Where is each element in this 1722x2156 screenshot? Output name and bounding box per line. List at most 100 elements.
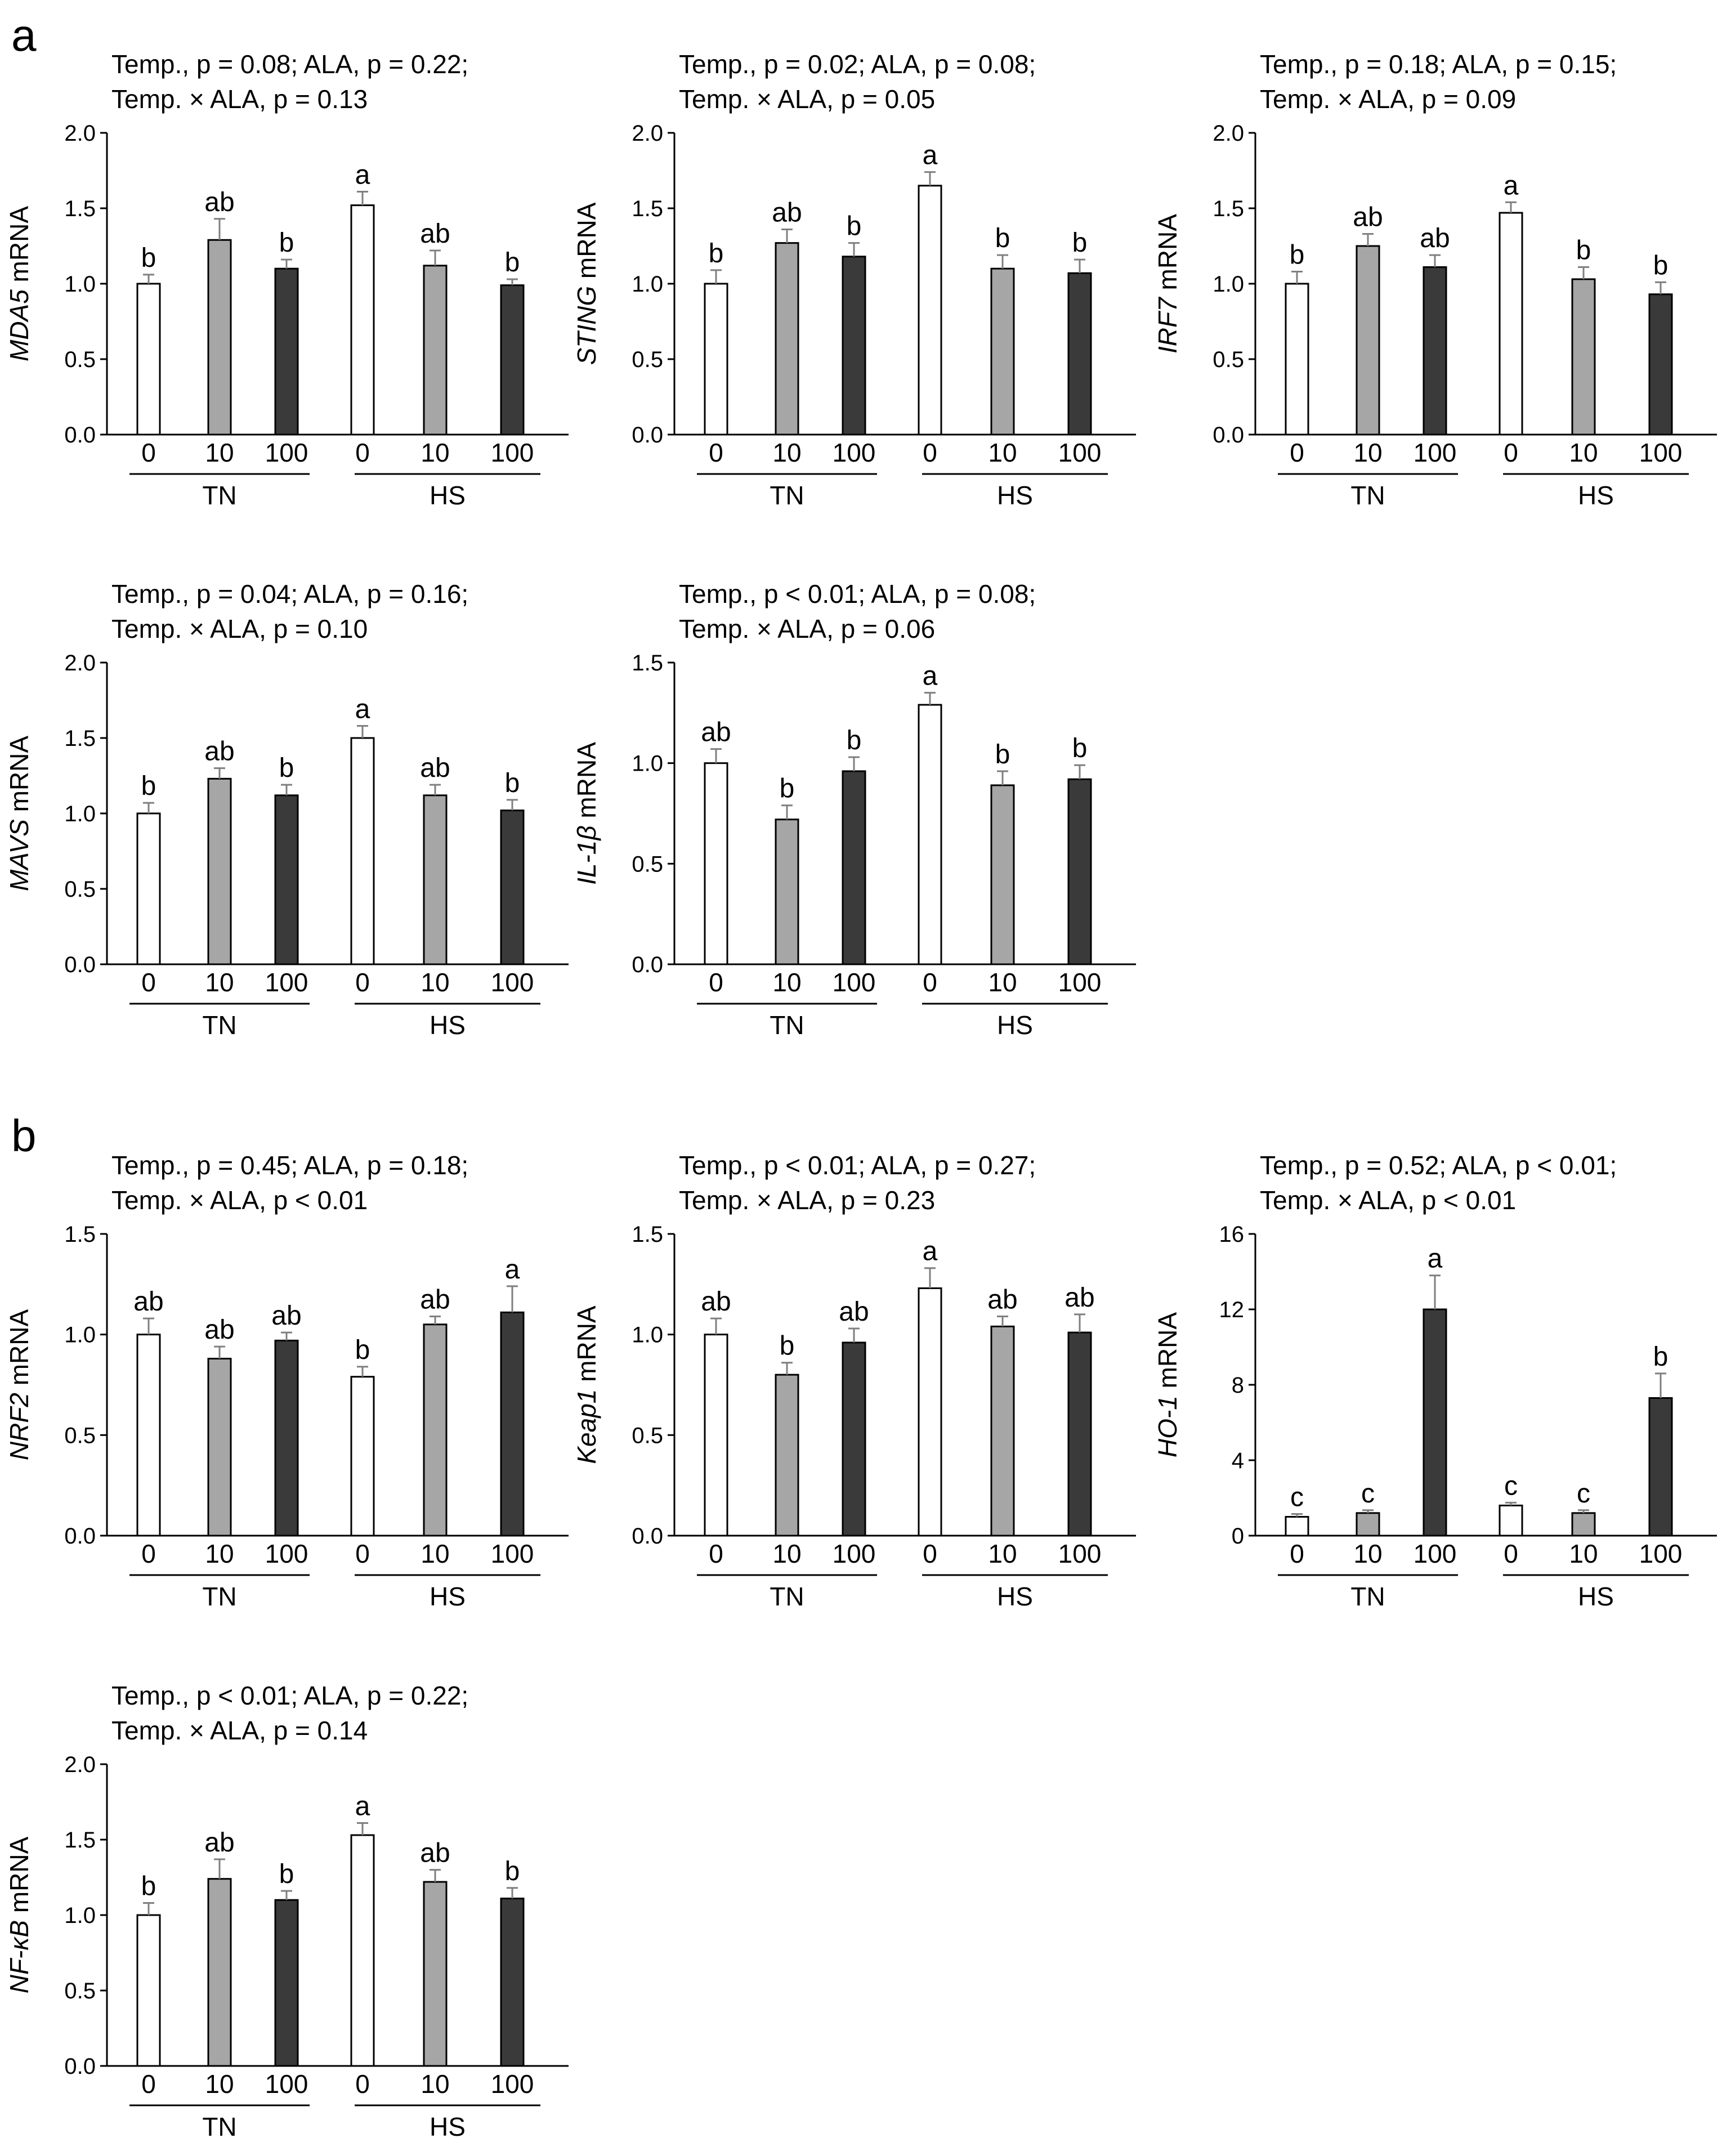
significance-letter: ab (133, 1287, 163, 1317)
y-tick-label: 0.0 (632, 1524, 663, 1549)
x-tick-label: 10 (421, 438, 449, 467)
bar (136, 1334, 161, 1537)
x-tick-label: 10 (1569, 438, 1598, 467)
stat-line-1: Temp., p = 0.02; ALA, p = 0.08; (679, 50, 1036, 79)
y-axis-label-gene: STING (572, 286, 601, 365)
significance-letter: b (1653, 251, 1669, 280)
chart-nrf2: Temp., p = 0.45; ALA, p = 0.18; Temp. × A… (5, 1151, 569, 1611)
bar (207, 1878, 232, 2067)
y-tick-label: 2.0 (632, 121, 663, 146)
bar (500, 1311, 525, 1537)
panel-label-b: b (11, 1111, 37, 1161)
x-tick-label: 100 (833, 1539, 876, 1568)
y-tick-label: 1.5 (632, 1222, 663, 1247)
x-tick-label: 100 (491, 2069, 534, 2099)
bar (1067, 1331, 1092, 1537)
bar (1285, 283, 1309, 436)
bar (423, 1323, 448, 1537)
significance-letter: b (141, 243, 156, 273)
x-tick-label: 0 (709, 968, 723, 997)
x-tick-label: 100 (1414, 1539, 1457, 1568)
bar (1571, 278, 1596, 436)
x-tick-label: 0 (709, 1539, 723, 1568)
significance-letter: ab (987, 1285, 1017, 1315)
x-tick-label: 10 (1353, 438, 1382, 467)
stat-line-1: Temp., p = 0.52; ALA, p < 0.01; (1260, 1151, 1617, 1180)
bar (207, 239, 232, 436)
significance-letter: b (1653, 1342, 1669, 1372)
x-tick-label: 100 (491, 1539, 534, 1568)
stat-line-2: Temp. × ALA, p = 0.13 (111, 84, 368, 114)
stat-line-1: Temp., p < 0.01; ALA, p = 0.08; (679, 579, 1036, 609)
group-label: TN (1350, 481, 1385, 510)
y-tick-label: 1.5 (1213, 196, 1244, 221)
y-axis-label-gene: Keap1 (572, 1389, 601, 1464)
x-tick-label: 0 (1504, 438, 1518, 467)
significance-letter: b (847, 212, 862, 241)
group-label: HS (430, 481, 466, 510)
y-tick-label: 0.5 (632, 852, 663, 876)
bar (274, 794, 299, 965)
y-axis-label: IRF7 mRNA (1153, 214, 1182, 354)
bar (350, 1376, 375, 1537)
y-tick-label: 0.0 (64, 423, 96, 448)
y-axis-label: HO-1 mRNA (1153, 1312, 1182, 1457)
group-label: TN (202, 481, 236, 510)
x-tick-label: 0 (923, 1539, 937, 1568)
bar (775, 1374, 799, 1537)
stat-line-2: Temp. × ALA, p = 0.09 (1260, 84, 1516, 114)
y-tick-label: 1.5 (64, 726, 96, 751)
group-label: TN (202, 2112, 236, 2141)
bar (274, 1339, 299, 1537)
significance-letter: b (279, 753, 294, 783)
bar (350, 204, 375, 436)
significance-letter: ab (701, 718, 731, 748)
bar (500, 284, 525, 436)
significance-letter: a (355, 1792, 370, 1822)
significance-letter: b (995, 223, 1010, 253)
y-tick-label: 1.0 (64, 802, 96, 826)
group-label: TN (1350, 1582, 1385, 1611)
y-axis-label-suffix: mRNA (5, 1309, 34, 1393)
x-tick-label: 0 (1504, 1539, 1518, 1568)
panel-label-a: a (11, 10, 37, 60)
bar (274, 267, 299, 436)
y-tick-label: 0.5 (64, 1979, 96, 2003)
x-tick-label: 10 (421, 2069, 449, 2099)
x-tick-label: 100 (1058, 438, 1102, 467)
stat-line-2: Temp. × ALA, p = 0.14 (111, 1716, 368, 1745)
y-tick-label: 0.0 (632, 952, 663, 977)
bar (136, 812, 161, 965)
significance-letter: ab (420, 753, 450, 783)
group-label: HS (430, 1010, 466, 1040)
x-tick-label: 10 (772, 968, 801, 997)
significance-letter: a (505, 1255, 520, 1285)
y-tick-label: 1.0 (632, 752, 663, 776)
bar (990, 267, 1015, 436)
x-tick-label: 0 (141, 1539, 156, 1568)
x-tick-label: 0 (355, 1539, 370, 1568)
y-tick-label: 1.0 (64, 1323, 96, 1348)
significance-letter: b (1072, 733, 1088, 763)
chart-grid: Temp., p = 0.08; ALA, p = 0.22; Temp. × A… (5, 50, 1717, 2141)
bar (423, 1881, 448, 2067)
stat-line-2: Temp. × ALA, p = 0.23 (679, 1186, 935, 1215)
significance-letter: c (1290, 1482, 1304, 1512)
y-tick-label: 1.0 (632, 272, 663, 297)
y-tick-label: 16 (1219, 1222, 1245, 1247)
chart-irf7: Temp., p = 0.18; ALA, p = 0.15; Temp. × A… (1153, 50, 1717, 510)
y-axis-label-gene: NF-κB (5, 1920, 34, 1993)
significance-letter: a (923, 1237, 938, 1267)
stat-line-2: Temp. × ALA, p = 0.10 (111, 614, 368, 643)
y-tick-label: 4 (1232, 1448, 1244, 1473)
bar (500, 809, 525, 965)
y-tick-label: 0 (1232, 1524, 1244, 1549)
group-label: HS (997, 1010, 1033, 1040)
x-tick-label: 0 (141, 438, 156, 467)
stat-line-2: Temp. × ALA, p < 0.01 (111, 1186, 368, 1215)
bar (136, 283, 161, 436)
significance-letter: ab (420, 1839, 450, 1868)
bar (918, 704, 942, 965)
significance-letter: a (355, 695, 370, 724)
chart-il1b: Temp., p < 0.01; ALA, p = 0.08; Temp. × A… (572, 579, 1136, 1040)
